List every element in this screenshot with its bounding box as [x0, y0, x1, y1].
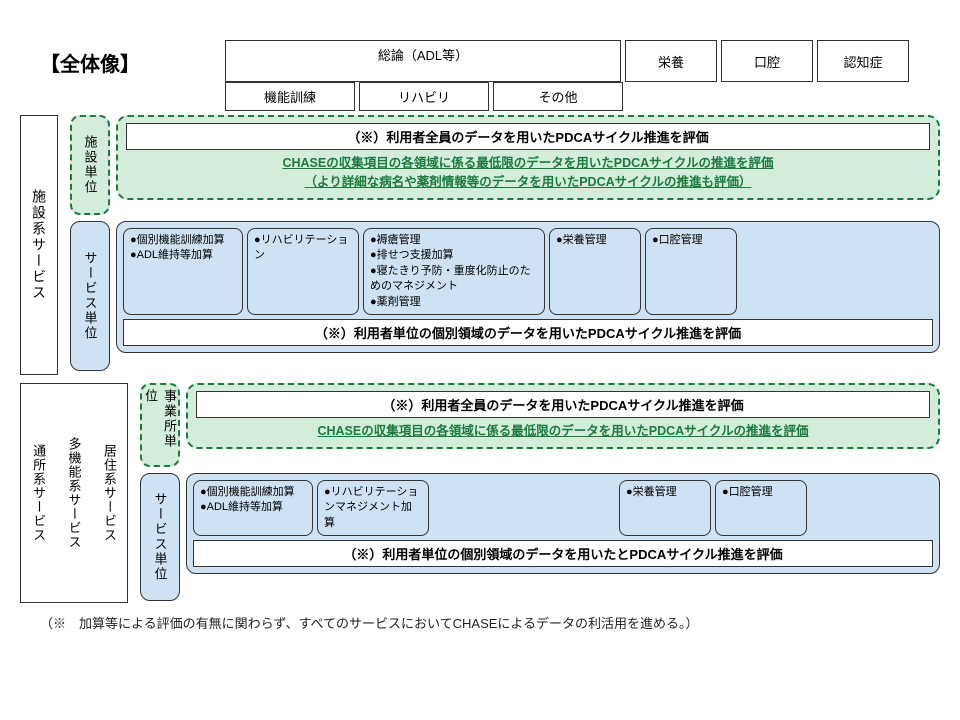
- mid-service-unit-1: サービス単位: [70, 221, 110, 371]
- left-sub-3: 居住系サービス: [92, 384, 127, 602]
- header-row-2: 機能訓練 リハビリ その他: [225, 82, 940, 111]
- blue-section-2: ●個別機能訓練加算 ●ADL維持等加算 ●リハビリテーションマネジメント加算 ●…: [186, 473, 940, 574]
- cell-oral-2: ●口腔管理: [715, 480, 807, 536]
- green-block-2: （※）利用者全員のデータを用いたPDCAサイクル推進を評価 CHASEの収集項目…: [186, 383, 940, 449]
- cell-rehab-1: ●リハビリテーション: [247, 228, 359, 315]
- cell-training-1: ●個別機能訓練加算 ●ADL維持等加算: [123, 228, 243, 315]
- green-text-1a: CHASEの収集項目の各領域に係る最低限のデータを用いたPDCAサイクルの推進を…: [126, 154, 930, 173]
- mid-office-unit: 事業所単位: [140, 383, 180, 467]
- header-dementia: 認知症: [817, 40, 909, 82]
- left-sub-1: 通所系サービス: [21, 384, 56, 602]
- home-row-2: サービス単位 ●個別機能訓練加算 ●ADL維持等加算 ●リハビリテーションマネジ…: [134, 473, 940, 601]
- blue-cells-2: ●個別機能訓練加算 ●ADL維持等加算 ●リハビリテーションマネジメント加算 ●…: [193, 480, 933, 536]
- bullet: ●リハビリテーション: [254, 233, 352, 264]
- green-text-2: CHASEの収集項目の各領域に係る最低限のデータを用いたPDCAサイクルの推進を…: [196, 422, 930, 441]
- left-label-facility: 施設系サービス: [20, 115, 58, 375]
- bullet: ●ADL維持等加算: [130, 248, 236, 263]
- cell-nutrition-2: ●栄養管理: [619, 480, 711, 536]
- header-other: その他: [493, 82, 623, 111]
- bullet: ●褥瘡管理: [370, 233, 538, 248]
- bullet: ●栄養管理: [626, 485, 704, 500]
- bullet: ●排せつ支援加算: [370, 248, 538, 263]
- spacer: [433, 480, 615, 536]
- home-row-1: 事業所単位 （※）利用者全員のデータを用いたPDCAサイクル推進を評価 CHAS…: [134, 383, 940, 467]
- bullet: ●寝たきり予防・重度化防止のためのマネジメント: [370, 264, 538, 295]
- strip-2: （※）利用者単位の個別領域のデータを用いたPDCAサイクル推進を評価: [123, 319, 933, 346]
- facility-row-1: 施設単位 （※）利用者全員のデータを用いたPDCAサイクル推進を評価 CHASE…: [64, 115, 940, 215]
- green-text-1b: （より詳細な病名や薬剤情報等のデータを用いたPDCAサイクルの推進も評価）: [126, 173, 930, 192]
- strip-4: （※）利用者単位の個別領域のデータを用いたとPDCAサイクル推進を評価: [193, 540, 933, 567]
- cell-nutrition-1: ●栄養管理: [549, 228, 641, 315]
- header-nutrition: 栄養: [625, 40, 717, 82]
- green-block-1: （※）利用者全員のデータを用いたPDCAサイクル推進を評価 CHASEの収集項目…: [116, 115, 940, 200]
- mid-facility-unit: 施設単位: [70, 115, 110, 215]
- bullet: ●ADL維持等加算: [200, 500, 306, 515]
- cell-other-1: ●褥瘡管理 ●排せつ支援加算 ●寝たきり予防・重度化防止のためのマネジメント ●…: [363, 228, 545, 315]
- header-rehab: リハビリ: [359, 82, 489, 111]
- header-training: 機能訓練: [225, 82, 355, 111]
- bullet: ●個別機能訓練加算: [130, 233, 236, 248]
- blue-section-1: ●個別機能訓練加算 ●ADL維持等加算 ●リハビリテーション ●褥瘡管理 ●排せ…: [116, 221, 940, 353]
- cell-rehab-2: ●リハビリテーションマネジメント加算: [317, 480, 429, 536]
- header-general: 総論（ADL等）: [225, 40, 621, 82]
- header-oral: 口腔: [721, 40, 813, 82]
- section-facility: 施設系サービス 施設単位 （※）利用者全員のデータを用いたPDCAサイクル推進を…: [20, 115, 940, 375]
- cell-oral-1: ●口腔管理: [645, 228, 737, 315]
- bullet: ●口腔管理: [652, 233, 730, 248]
- bullet: ●栄養管理: [556, 233, 634, 248]
- mid-service-unit-2: サービス単位: [140, 473, 180, 601]
- strip-3: （※）利用者全員のデータを用いたPDCAサイクル推進を評価: [196, 391, 930, 418]
- cell-training-2: ●個別機能訓練加算 ●ADL維持等加算: [193, 480, 313, 536]
- left-sub-2: 多機能系サービス: [56, 384, 91, 602]
- section-home: 通所系サービス 多機能系サービス 居住系サービス 事業所単位 （※）利用者全員の…: [20, 383, 940, 603]
- bullet: ●リハビリテーションマネジメント加算: [324, 485, 422, 531]
- blue-cells-1: ●個別機能訓練加算 ●ADL維持等加算 ●リハビリテーション ●褥瘡管理 ●排せ…: [123, 228, 933, 315]
- bullet: ●口腔管理: [722, 485, 800, 500]
- page-title: 【全体像】: [40, 48, 140, 77]
- diagram-container: 【全体像】 総論（ADL等） 栄養 口腔 認知症 機能訓練 リハビリ その他 施…: [20, 40, 940, 632]
- left-label-home: 通所系サービス 多機能系サービス 居住系サービス: [20, 383, 128, 603]
- facility-row-2: サービス単位 ●個別機能訓練加算 ●ADL維持等加算 ●リハビリテーション: [64, 221, 940, 371]
- bullet: ●個別機能訓練加算: [200, 485, 306, 500]
- header-row-1: 総論（ADL等） 栄養 口腔 認知症: [225, 40, 940, 82]
- bullet: ●薬剤管理: [370, 295, 538, 310]
- footnote: （※ 加算等による評価の有無に関わらず、すべてのサービスにおいてCHASEによる…: [40, 613, 940, 632]
- strip-1: （※）利用者全員のデータを用いたPDCAサイクル推進を評価: [126, 123, 930, 150]
